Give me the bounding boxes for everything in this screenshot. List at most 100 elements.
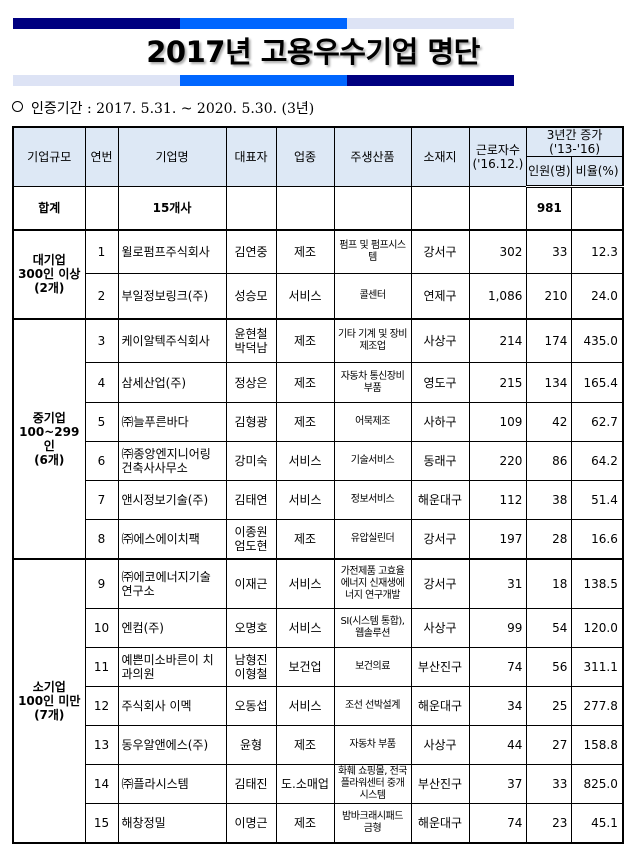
- cell-persons: 210: [526, 273, 573, 319]
- cell-persons: 38: [526, 480, 573, 520]
- cell-industry: 서비스: [275, 480, 335, 520]
- cell-product: 정보서비스: [333, 480, 412, 520]
- cell-workers: 74: [468, 803, 528, 843]
- cell-ratio: 24.0: [571, 273, 624, 319]
- cell-no: 7: [84, 480, 119, 520]
- cell-persons: 42: [526, 402, 573, 442]
- cell-ratio: 165.4: [571, 362, 624, 403]
- cell-product: 자동차 부품: [333, 725, 412, 765]
- cell-ceo: 강미숙: [225, 441, 277, 481]
- table-row: 6 ㈜종앙엔지니어링 건축사사무소 강미숙 서비스 기술서비스 동래구 220 …: [13, 441, 624, 481]
- cell-ceo: 김태연: [225, 480, 277, 520]
- table-row: 8 ㈜에스에이치팩 이종원 엄도현 제조 유압실린더 강서구 197 28 16…: [13, 519, 624, 559]
- company-table: 기업규모 연번 기업명 대표자 업종 주생산품 소재지 근로자수 ('16.12.…: [12, 126, 624, 844]
- cell-location: 부산진구: [410, 647, 470, 687]
- cell-product: 어묵제조: [333, 402, 412, 442]
- table-row: 2 부일정보링크(주) 성승모 서비스 콜센터 연제구 1,086 210 24…: [13, 273, 624, 319]
- cell-product: 화훼 쇼핑몰, 전국플라워센터 중개시스템: [333, 764, 412, 804]
- cell-workers: 197: [468, 519, 528, 559]
- cell-persons: 54: [526, 608, 573, 648]
- table-row: 12 주식회사 이멕 오동섭 서비스 조선 선박설계 해운대구 34 25 27…: [13, 686, 624, 726]
- cell-industry: 서비스: [275, 273, 335, 319]
- cell-company-name: 앤시정보기술(주): [117, 480, 227, 520]
- cell-ratio: 62.7: [571, 402, 624, 442]
- cell-location: 연제구: [410, 273, 470, 319]
- cell-location: 사상구: [410, 725, 470, 765]
- header-size: 기업규모: [12, 126, 86, 187]
- cell-no: 4: [84, 362, 119, 403]
- cell-workers: 99: [468, 608, 528, 648]
- cell-ceo: 오동섭: [225, 686, 277, 726]
- cell-product: SI(시스템 통합), 웹솔루션: [333, 608, 412, 648]
- header-workers: 근로자수 ('16.12.): [468, 126, 528, 187]
- table-row: 14 ㈜플라시스템 김태진 도.소매업 화훼 쇼핑몰, 전국플라워센터 중개시스…: [13, 764, 624, 804]
- cell-no: 13: [84, 725, 119, 765]
- total-row: 합계 15개사 981: [12, 186, 624, 230]
- header-no: 연번: [84, 126, 119, 187]
- cell-industry: 제조: [275, 362, 335, 403]
- total-count: 15개사: [117, 186, 227, 230]
- cell-product: 보건의료: [333, 647, 412, 687]
- cell-workers: 215: [468, 362, 528, 403]
- cell-company-name: ㈜플라시스템: [117, 764, 227, 804]
- cell-persons: 174: [526, 317, 573, 363]
- cell-location: 사상구: [410, 608, 470, 648]
- cell-workers: 31: [468, 557, 528, 609]
- cell-location: 부산진구: [410, 764, 470, 804]
- cell-industry: 서비스: [275, 686, 335, 726]
- cell-ceo: 김연중: [225, 228, 277, 274]
- cell-ceo: 윤현철 박덕남: [225, 317, 277, 363]
- cell-company-name: ㈜늘푸른바다: [117, 402, 227, 442]
- cell-product: 가전제품 고효율에너지 신재생에너지 연구개발: [333, 557, 412, 609]
- cell-company-name: 엔컴(주): [117, 608, 227, 648]
- cell-ceo: 이재근: [225, 557, 277, 609]
- period-text: 인증기간 : 2017. 5.31. ~ 2020. 5.30. (3년): [31, 101, 315, 117]
- cell-ratio: 435.0: [571, 317, 624, 363]
- cell-company-name: 부일정보링크(주): [117, 273, 227, 319]
- cell-no: 9: [84, 557, 119, 609]
- table-row: 4 삼세산업(주) 정상은 제조 자동차 통신장비 부품 영도구 215 134…: [13, 362, 624, 403]
- cell-workers: 74: [468, 647, 528, 687]
- cell-persons: 23: [526, 803, 573, 843]
- cell-ratio: 51.4: [571, 480, 624, 520]
- cell-no: 2: [84, 273, 119, 319]
- cell-workers: 37: [468, 764, 528, 804]
- cell-location: 강서구: [410, 228, 470, 274]
- cell-ratio: 12.3: [571, 228, 624, 274]
- title-band-bottom: [13, 75, 514, 86]
- cell-ceo: 김형광: [225, 402, 277, 442]
- cell-company-name: 케이알텍주식회사: [117, 317, 227, 363]
- header-ceo: 대표자: [225, 126, 277, 187]
- cell-company-name: 주식회사 이멕: [117, 686, 227, 726]
- group-label: 대기업 300인 이상 (2개): [12, 228, 86, 319]
- table-row: 10 엔컴(주) 오명호 서비스 SI(시스템 통합), 웹솔루션 사상구 99…: [13, 608, 624, 648]
- cell-workers: 112: [468, 480, 528, 520]
- cell-workers: 220: [468, 441, 528, 481]
- cell-persons: 33: [526, 228, 573, 274]
- cell-location: 해운대구: [410, 686, 470, 726]
- cell-industry: 서비스: [275, 441, 335, 481]
- total-label: 합계: [12, 186, 86, 230]
- cell-no: 3: [84, 317, 119, 363]
- cell-ceo: 남형진 이형철: [225, 647, 277, 687]
- cell-persons: 25: [526, 686, 573, 726]
- cell-workers: 44: [468, 725, 528, 765]
- cell-company-name: 동우알앤에스(주): [117, 725, 227, 765]
- cell-product: 콜센터: [333, 273, 412, 319]
- cell-no: 11: [84, 647, 119, 687]
- cell-ratio: 277.8: [571, 686, 624, 726]
- cell-persons: 86: [526, 441, 573, 481]
- cell-persons: 27: [526, 725, 573, 765]
- cell-no: 6: [84, 441, 119, 481]
- header-industry: 업종: [275, 126, 335, 187]
- cell-no: 12: [84, 686, 119, 726]
- cell-ceo: 성승모: [225, 273, 277, 319]
- title-band-top: [13, 18, 514, 29]
- table-row: 대기업 300인 이상 (2개) 1 윌로펌프주식회사 김연중 제조 펌프 및 펌프시…: [12, 228, 624, 319]
- circle-bullet-icon: [12, 101, 23, 112]
- cell-ceo: 이명근: [225, 803, 277, 843]
- cell-ceo: 윤형: [225, 725, 277, 765]
- cell-no: 15: [84, 803, 119, 843]
- cell-company-name: 예쁜미소바른이 치과의원: [117, 647, 227, 687]
- cell-location: 강서구: [410, 519, 470, 559]
